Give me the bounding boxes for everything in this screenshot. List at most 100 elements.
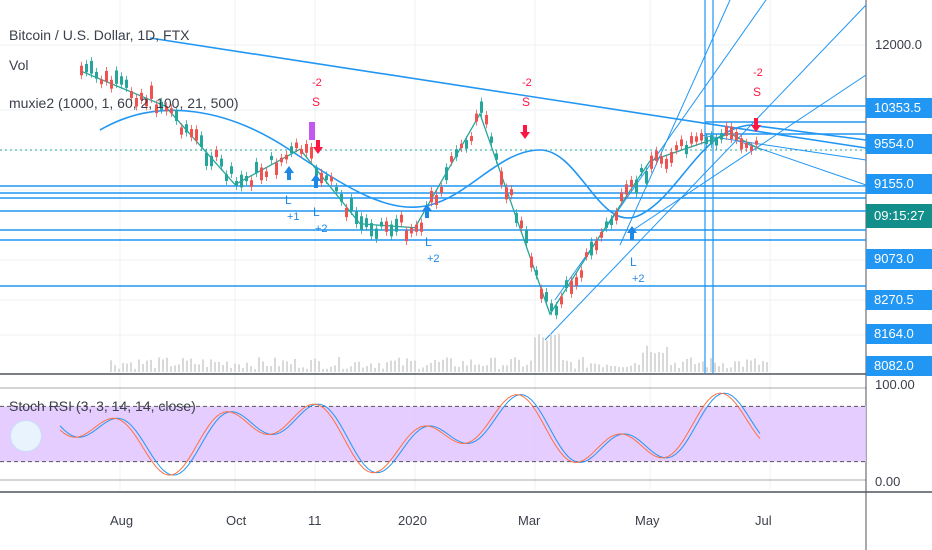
volume-bar [110, 360, 112, 372]
symbol-title[interactable]: Bitcoin / U.S. Dollar, 1D, FTX [9, 27, 190, 43]
time-label-2020: 2020 [398, 513, 427, 528]
countdown-timer: 09:15:27 [866, 204, 932, 228]
sell-arrow-1 [520, 125, 530, 139]
volume-bar [662, 352, 664, 372]
volume-bar [170, 366, 172, 372]
volume-bar [422, 367, 424, 372]
volume-bar [502, 365, 504, 372]
price-label-12000: 12000.0 [875, 37, 922, 52]
volume-bar [194, 364, 196, 372]
volume-bar [542, 337, 544, 372]
volume-bar [706, 367, 708, 372]
time-label-11: 11 [308, 513, 322, 528]
volume-bar [438, 362, 440, 372]
volume-bar [126, 363, 128, 372]
volume-bar [114, 365, 116, 372]
volume-bar [446, 357, 448, 372]
volume-bar [426, 365, 428, 372]
fan-line-3 [619, 0, 731, 246]
volume-bar [198, 364, 200, 372]
volume-bar [530, 360, 532, 372]
volume-bar [310, 360, 312, 372]
volume-bar [350, 366, 352, 372]
volume-bar [714, 362, 716, 372]
volume-bar [702, 361, 704, 372]
volume-bar [270, 366, 272, 372]
volume-bar [250, 366, 252, 372]
fan-line-1 [544, 4, 867, 341]
volume-bar [722, 363, 724, 372]
buy-arrow-0 [284, 166, 294, 180]
volume-bar [494, 357, 496, 372]
volume-bar [566, 360, 568, 372]
volume-bar [598, 364, 600, 372]
volume-bar [394, 360, 396, 372]
volume-bar [190, 358, 192, 372]
volume-bar [606, 364, 608, 372]
volume-bar [378, 363, 380, 372]
volume-bar [570, 361, 572, 372]
indicator-legend[interactable]: muxie2 (1000, 1, 60, 2, 100, 21, 500) [9, 95, 239, 111]
volume-bar [182, 358, 184, 372]
volume-bar [486, 365, 488, 372]
volume-bar [214, 362, 216, 372]
volume-bar [622, 367, 624, 372]
volume-bar [678, 368, 680, 372]
time-label-oct: Oct [226, 513, 247, 528]
volume-bar [734, 361, 736, 372]
volume-bar [174, 365, 176, 372]
volume-bar [162, 359, 164, 372]
volume-bar [550, 334, 552, 372]
volume-bar [730, 367, 732, 372]
volume-bar [638, 364, 640, 372]
volume-bar [750, 360, 752, 372]
volume-bar [314, 358, 316, 372]
volume-bar [334, 365, 336, 372]
volume-bar [302, 367, 304, 372]
signal-sub-0: +1 [287, 211, 300, 223]
sell-arrow-2 [751, 118, 761, 132]
volume-bar [234, 363, 236, 372]
volume-bar [130, 362, 132, 372]
oscillator-legend[interactable]: Stoch RSI (3, 3, 14, 14, close) [9, 398, 196, 414]
volume-bar [610, 365, 612, 372]
volume-bar [210, 359, 212, 372]
signal-sub-6: -2 [753, 67, 763, 79]
volume-bar [506, 365, 508, 372]
volume-bar [382, 368, 384, 372]
buy-arrow-1 [311, 174, 321, 188]
volume-bar [118, 368, 120, 372]
volume-bar [522, 366, 524, 372]
volume-bar [218, 361, 220, 372]
volume-bar [202, 359, 204, 372]
time-label-aug: Aug [110, 513, 134, 528]
osc-label-100: 100.00 [875, 377, 915, 392]
volume-bar [718, 366, 720, 372]
volume-bar [454, 366, 456, 372]
volume-bar [410, 361, 412, 372]
volume-bar [686, 358, 688, 372]
volume-bar [462, 360, 464, 372]
volume-bar [230, 367, 232, 372]
volume-bar [470, 359, 472, 372]
volume-legend[interactable]: Vol [9, 57, 29, 73]
osc-label-0: 0.00 [875, 474, 901, 489]
volume-bar [346, 368, 348, 372]
volume-bar [442, 359, 444, 372]
volume-bar [482, 366, 484, 372]
volume-bar [466, 365, 468, 372]
tradingview-logo-icon [10, 420, 42, 452]
volume-bar [490, 357, 492, 372]
price-tag-8082: 8082.0 [866, 356, 932, 376]
price-tag-10353: 10353.5 [866, 98, 932, 118]
volume-bar [362, 367, 364, 372]
volume-bar [186, 360, 188, 372]
volume-bar [654, 353, 656, 372]
volume-bar [474, 364, 476, 372]
volume-bar [370, 363, 372, 372]
buy-arrow-2 [422, 204, 432, 218]
volume-bar [682, 361, 684, 372]
price-tag-9155: 9155.0 [866, 174, 932, 194]
volume-bar [450, 358, 452, 372]
